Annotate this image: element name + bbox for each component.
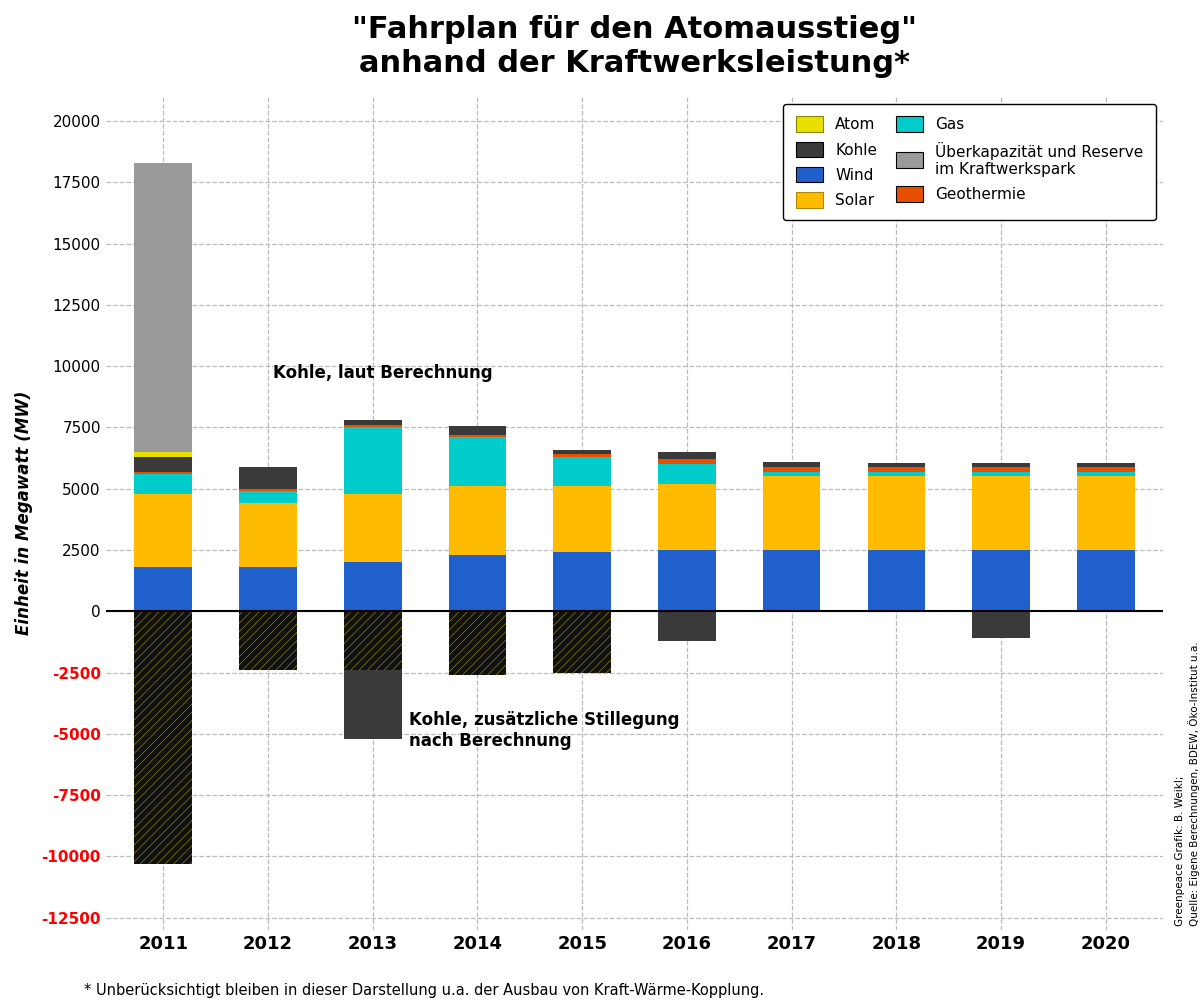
Bar <box>972 612 1030 638</box>
Bar <box>134 457 192 472</box>
Bar <box>449 612 506 675</box>
Bar <box>344 612 402 670</box>
Bar <box>553 552 611 612</box>
Bar <box>134 567 192 612</box>
Bar <box>972 477 1030 550</box>
Bar <box>344 494 402 562</box>
Bar <box>763 472 821 477</box>
Bar <box>553 457 611 486</box>
Bar <box>553 612 611 673</box>
Text: Quelle: Eigene Berechnungen, BDEW, Öko-Institut u.a.: Quelle: Eigene Berechnungen, BDEW, Öko-I… <box>1188 641 1200 926</box>
Bar <box>868 477 925 550</box>
Title: "Fahrplan für den Atomausstieg"
anhand der Kraftwerksleistung*: "Fahrplan für den Atomausstieg" anhand d… <box>352 15 917 77</box>
Bar <box>449 427 506 435</box>
Bar <box>239 503 296 567</box>
Bar <box>868 472 925 477</box>
Bar <box>344 428 402 494</box>
Bar <box>1078 550 1135 612</box>
Bar <box>868 463 925 467</box>
Text: Greenpeace Grafik: B. Weikl;: Greenpeace Grafik: B. Weikl; <box>1175 775 1184 926</box>
Bar <box>239 567 296 612</box>
Bar <box>658 484 715 550</box>
Bar <box>658 452 715 460</box>
Bar <box>658 550 715 612</box>
Bar <box>868 550 925 612</box>
Bar <box>449 555 506 612</box>
Bar <box>449 612 506 675</box>
Bar <box>134 452 192 457</box>
Bar <box>658 464 715 484</box>
Bar <box>134 474 192 494</box>
Bar <box>972 550 1030 612</box>
Bar <box>553 455 611 457</box>
Bar <box>763 467 821 472</box>
Y-axis label: Einheit in Megawatt (MW): Einheit in Megawatt (MW) <box>14 391 34 636</box>
Bar <box>972 463 1030 467</box>
Text: Kohle, zusätzliche Stillegung
nach Berechnung: Kohle, zusätzliche Stillegung nach Berec… <box>409 711 680 750</box>
Bar <box>239 467 296 489</box>
Bar <box>972 467 1030 472</box>
Bar <box>449 435 506 438</box>
Bar <box>239 612 296 670</box>
Bar <box>344 421 402 425</box>
Bar <box>868 467 925 472</box>
Bar <box>449 486 506 555</box>
Bar <box>658 460 715 464</box>
Bar <box>553 486 611 552</box>
Bar <box>344 562 402 612</box>
Bar <box>553 450 611 455</box>
Bar <box>1078 477 1135 550</box>
Bar <box>239 612 296 670</box>
Bar <box>134 494 192 567</box>
Bar <box>763 462 821 467</box>
Bar <box>1078 463 1135 467</box>
Bar <box>239 489 296 491</box>
Bar <box>1078 472 1135 477</box>
Bar <box>658 612 715 641</box>
Bar <box>239 491 296 503</box>
Bar <box>449 438 506 486</box>
Text: Kohle, laut Berechnung: Kohle, laut Berechnung <box>274 364 493 382</box>
Bar <box>1078 467 1135 472</box>
Bar <box>972 472 1030 477</box>
Bar <box>134 612 192 864</box>
Bar <box>134 163 192 452</box>
Bar <box>344 670 402 738</box>
Text: * Unberücksichtigt bleiben in dieser Darstellung u.a. der Ausbau von Kraft-Wärme: * Unberücksichtigt bleiben in dieser Dar… <box>84 983 764 998</box>
Bar <box>553 612 611 673</box>
Bar <box>344 612 402 670</box>
Bar <box>763 477 821 550</box>
Legend: Atom, Kohle, Wind, Solar, Gas, Überkapazität und Reserve
im Kraftwerkspark, Geot: Atom, Kohle, Wind, Solar, Gas, Überkapaz… <box>784 105 1156 220</box>
Bar <box>763 550 821 612</box>
Bar <box>134 472 192 474</box>
Bar <box>134 612 192 864</box>
Bar <box>344 425 402 428</box>
